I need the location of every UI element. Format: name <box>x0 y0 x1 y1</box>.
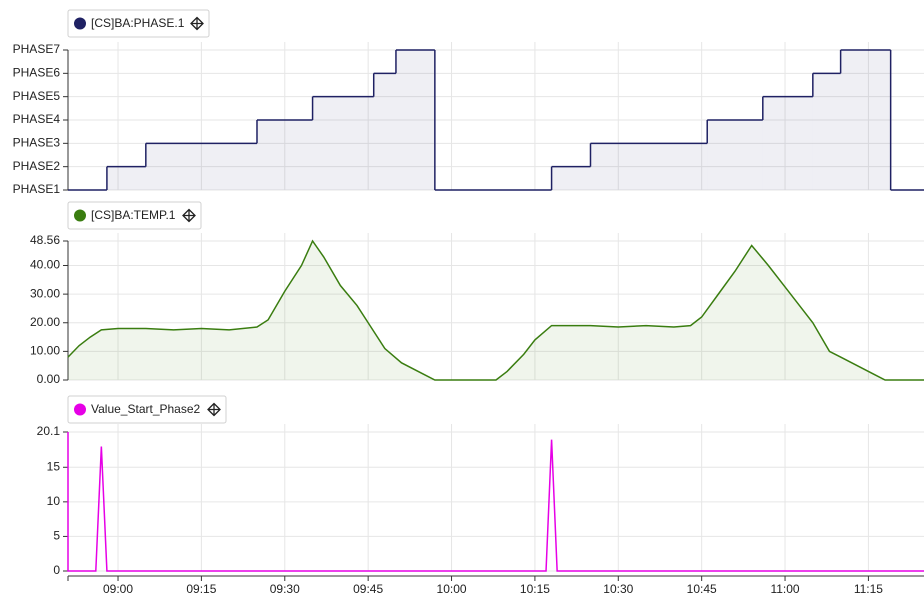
y-tick-label: 10 <box>47 494 61 508</box>
y-tick-label: PHASE1 <box>13 182 61 196</box>
x-tick-label: 10:30 <box>603 582 633 596</box>
legend-box <box>67 201 202 230</box>
legend-label: Value_Start_Phase2 <box>91 402 201 416</box>
legend-chip: [CS]BA:PHASE.1 <box>67 9 210 38</box>
x-tick-label: 10:00 <box>437 582 467 596</box>
y-tick-label: 30.00 <box>30 286 60 300</box>
x-tick-label: 10:45 <box>687 582 717 596</box>
step-fill <box>840 50 891 190</box>
y-tick-label: 40.00 <box>30 258 60 272</box>
y-tick-label: 0.00 <box>37 372 61 386</box>
move-icon <box>190 16 204 31</box>
legend-label: [CS]BA:PHASE.1 <box>91 16 185 30</box>
y-tick-label: 15 <box>47 459 61 473</box>
step-fill <box>106 166 146 190</box>
step-fill <box>373 73 396 190</box>
step-fill <box>256 120 313 190</box>
legend-chip: [CS]BA:TEMP.1 <box>67 201 202 230</box>
legend-dot <box>74 209 86 222</box>
x-tick-label: 11:15 <box>854 582 883 596</box>
legend-dot <box>74 17 86 30</box>
step-fill <box>590 143 708 190</box>
y-tick-label: 20.1 <box>37 424 61 438</box>
line <box>67 239 924 381</box>
move-icon <box>207 402 221 417</box>
x-tick-label: 09:15 <box>186 582 216 596</box>
y-tick-label: PHASE4 <box>13 112 61 126</box>
y-tick-label: PHASE7 <box>13 42 61 56</box>
step-fill <box>762 96 813 190</box>
y-tick-label: PHASE2 <box>13 159 61 173</box>
legend-box <box>67 395 227 424</box>
y-tick-label: 0 <box>53 563 60 577</box>
area-fill <box>68 241 924 380</box>
y-tick-label: 20.00 <box>30 315 60 329</box>
x-tick-label: 09:00 <box>103 582 133 596</box>
y-tick-label: 48.56 <box>30 233 60 247</box>
x-tick-label: 10:15 <box>520 582 550 596</box>
step-fill <box>707 120 763 190</box>
x-tick-label: 09:45 <box>353 582 383 596</box>
step-fill <box>145 143 257 190</box>
step-fill <box>312 96 374 190</box>
step-fill <box>551 166 591 190</box>
y-tick-label: 10.00 <box>30 344 60 358</box>
move-icon <box>182 208 196 223</box>
y-tick-label: PHASE6 <box>13 66 61 80</box>
y-tick-label: PHASE5 <box>13 89 61 103</box>
legend-label: [CS]BA:TEMP.1 <box>91 208 176 222</box>
y-tick-label: PHASE3 <box>13 136 61 150</box>
line <box>67 432 924 572</box>
y-tick-label: 5 <box>53 529 60 543</box>
legend-dot <box>74 403 86 416</box>
x-tick-label: 11:00 <box>770 582 799 596</box>
step-fill <box>395 50 435 190</box>
x-tick-label: 09:30 <box>270 582 300 596</box>
legend-box <box>67 9 210 38</box>
step-fill <box>812 73 841 190</box>
legend-chip: Value_Start_Phase2 <box>67 395 227 424</box>
